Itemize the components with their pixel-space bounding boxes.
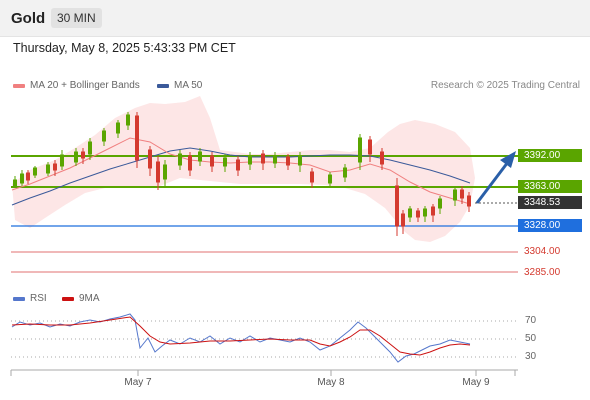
- rsi-line: [11, 313, 471, 363]
- ma50-label: MA 50: [174, 80, 203, 91]
- x-label-may9: May 9: [462, 377, 490, 388]
- rsi-swatch: [13, 296, 25, 301]
- timeframe-badge[interactable]: 30 MIN: [51, 8, 102, 28]
- level-r2-label: 3392.00: [518, 149, 582, 162]
- instrument-title: Gold: [11, 10, 46, 27]
- legend-ma20: MA 20 + Bollinger Bands: [13, 80, 140, 91]
- rsi-label: RSI: [30, 293, 47, 304]
- rsi-ma-line: [11, 316, 471, 356]
- legend-rsi-ma: 9MA: [62, 293, 100, 304]
- rsi-tick-50: 50: [525, 333, 537, 344]
- legend-ma50: MA 50: [157, 80, 202, 91]
- rsi-ma-swatch: [62, 296, 74, 301]
- x-label-may7: May 7: [124, 377, 152, 388]
- rsi-tick-70: 70: [525, 315, 537, 326]
- projection-arrow: [475, 161, 510, 204]
- ma50-swatch: [157, 83, 169, 88]
- bollinger-band: [12, 96, 475, 242]
- ma20-label: MA 20 + Bollinger Bands: [30, 80, 140, 91]
- candles: [13, 112, 471, 236]
- ma20-swatch: [13, 83, 25, 88]
- research-credit: Research © 2025 Trading Central: [430, 80, 580, 91]
- legend-rsi: RSI: [13, 293, 47, 304]
- header-bar: Gold 30 MIN: [0, 0, 590, 37]
- x-label-may8: May 8: [317, 377, 345, 388]
- timestamp: Thursday, May 8, 2025 5:43:33 PM CET: [13, 41, 236, 55]
- last-price-label: 3348.53: [518, 196, 582, 209]
- level-s2-label: 3304.00: [524, 246, 561, 257]
- rsi-tick-30: 30: [525, 351, 537, 362]
- level-s1-label: 3328.00: [518, 219, 582, 232]
- level-s3-label: 3285.00: [524, 267, 561, 278]
- level-r1-label: 3363.00: [518, 180, 582, 193]
- projection-arrowhead: [500, 151, 516, 168]
- ma50-line: [11, 147, 471, 206]
- rsi-ma-label: 9MA: [79, 293, 100, 304]
